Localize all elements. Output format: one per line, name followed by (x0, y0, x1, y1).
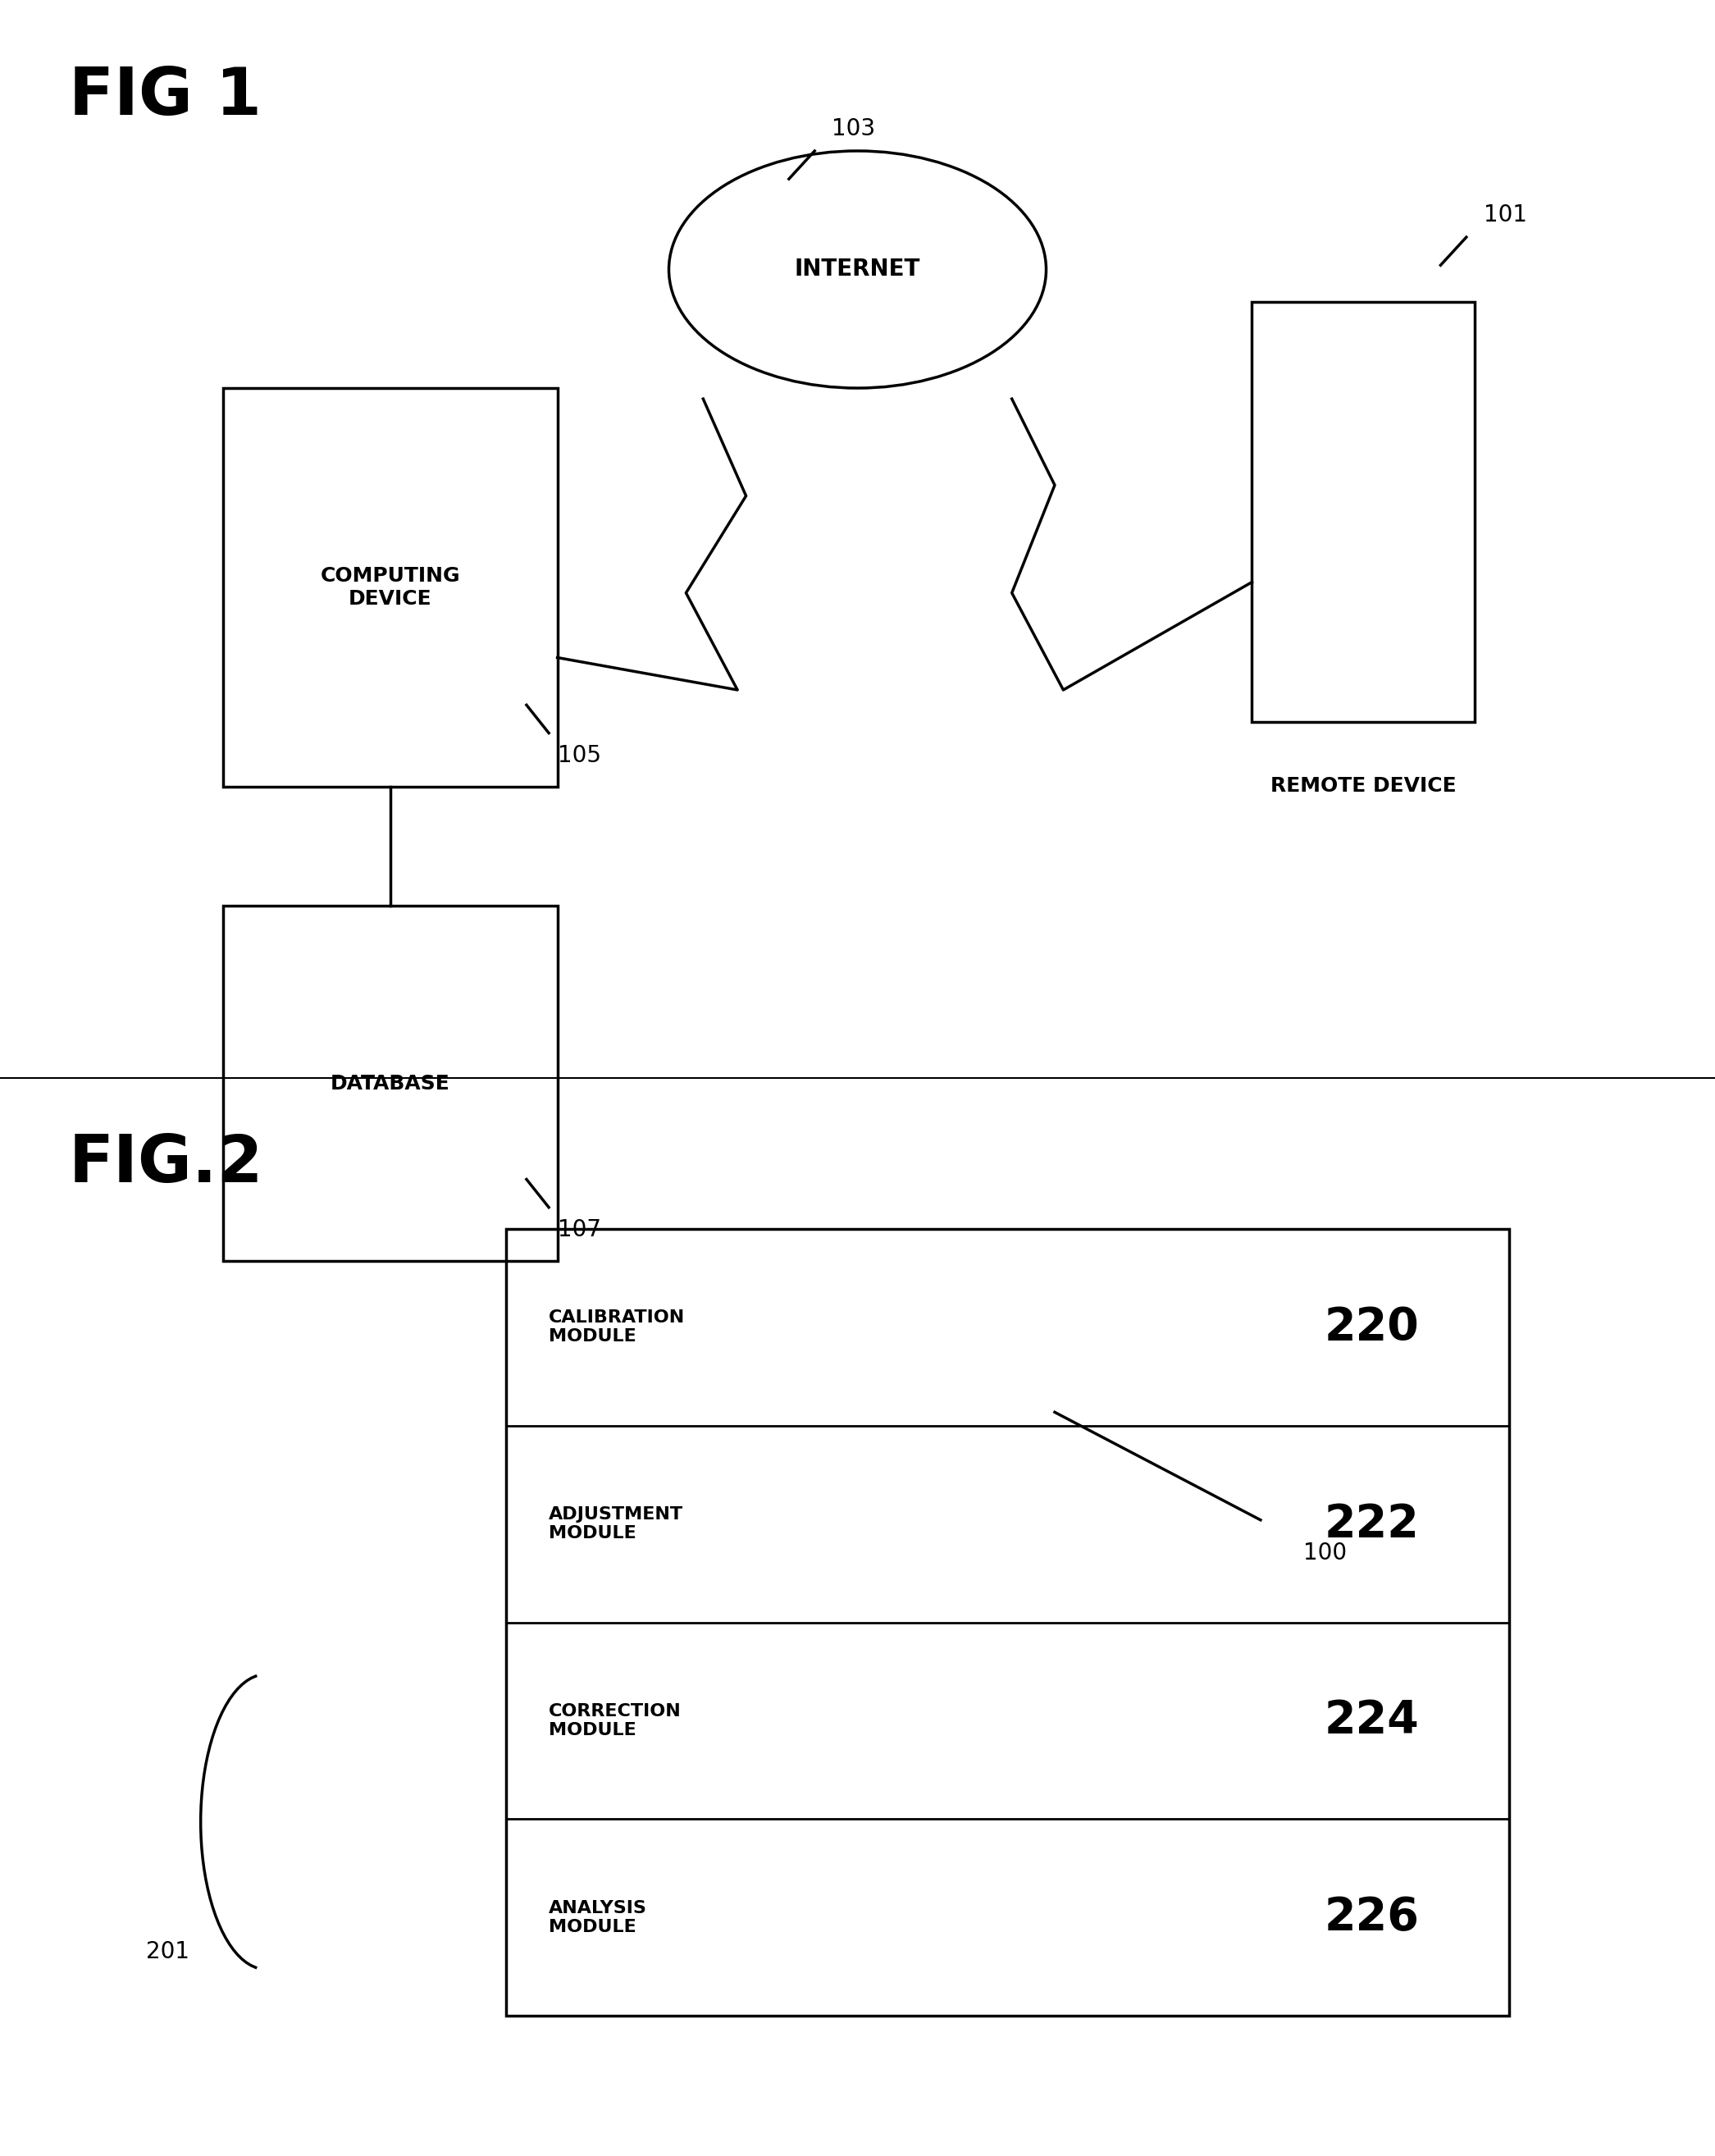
Text: CORRECTION
MODULE: CORRECTION MODULE (549, 1703, 681, 1738)
Text: CALIBRATION
MODULE: CALIBRATION MODULE (549, 1309, 686, 1345)
Text: ADJUSTMENT
MODULE: ADJUSTMENT MODULE (549, 1507, 683, 1542)
Text: 100: 100 (1303, 1542, 1346, 1565)
Text: REMOTE DEVICE: REMOTE DEVICE (1271, 776, 1456, 796)
Text: COMPUTING
DEVICE: COMPUTING DEVICE (321, 567, 460, 608)
Text: 226: 226 (1324, 1895, 1420, 1940)
Text: 224: 224 (1324, 1699, 1420, 1742)
Text: FIG 1: FIG 1 (69, 65, 261, 129)
Text: 103: 103 (832, 116, 875, 140)
Text: FIG.2: FIG.2 (69, 1132, 264, 1197)
Text: 107: 107 (557, 1218, 600, 1242)
Text: ANALYSIS
MODULE: ANALYSIS MODULE (549, 1899, 647, 1936)
Text: 222: 222 (1324, 1503, 1420, 1546)
Text: 101: 101 (1483, 203, 1526, 226)
Text: DATABASE: DATABASE (331, 1074, 449, 1093)
Text: 201: 201 (146, 1940, 189, 1964)
Text: INTERNET: INTERNET (794, 259, 921, 280)
Text: 105: 105 (557, 744, 600, 768)
Text: 220: 220 (1324, 1304, 1420, 1350)
